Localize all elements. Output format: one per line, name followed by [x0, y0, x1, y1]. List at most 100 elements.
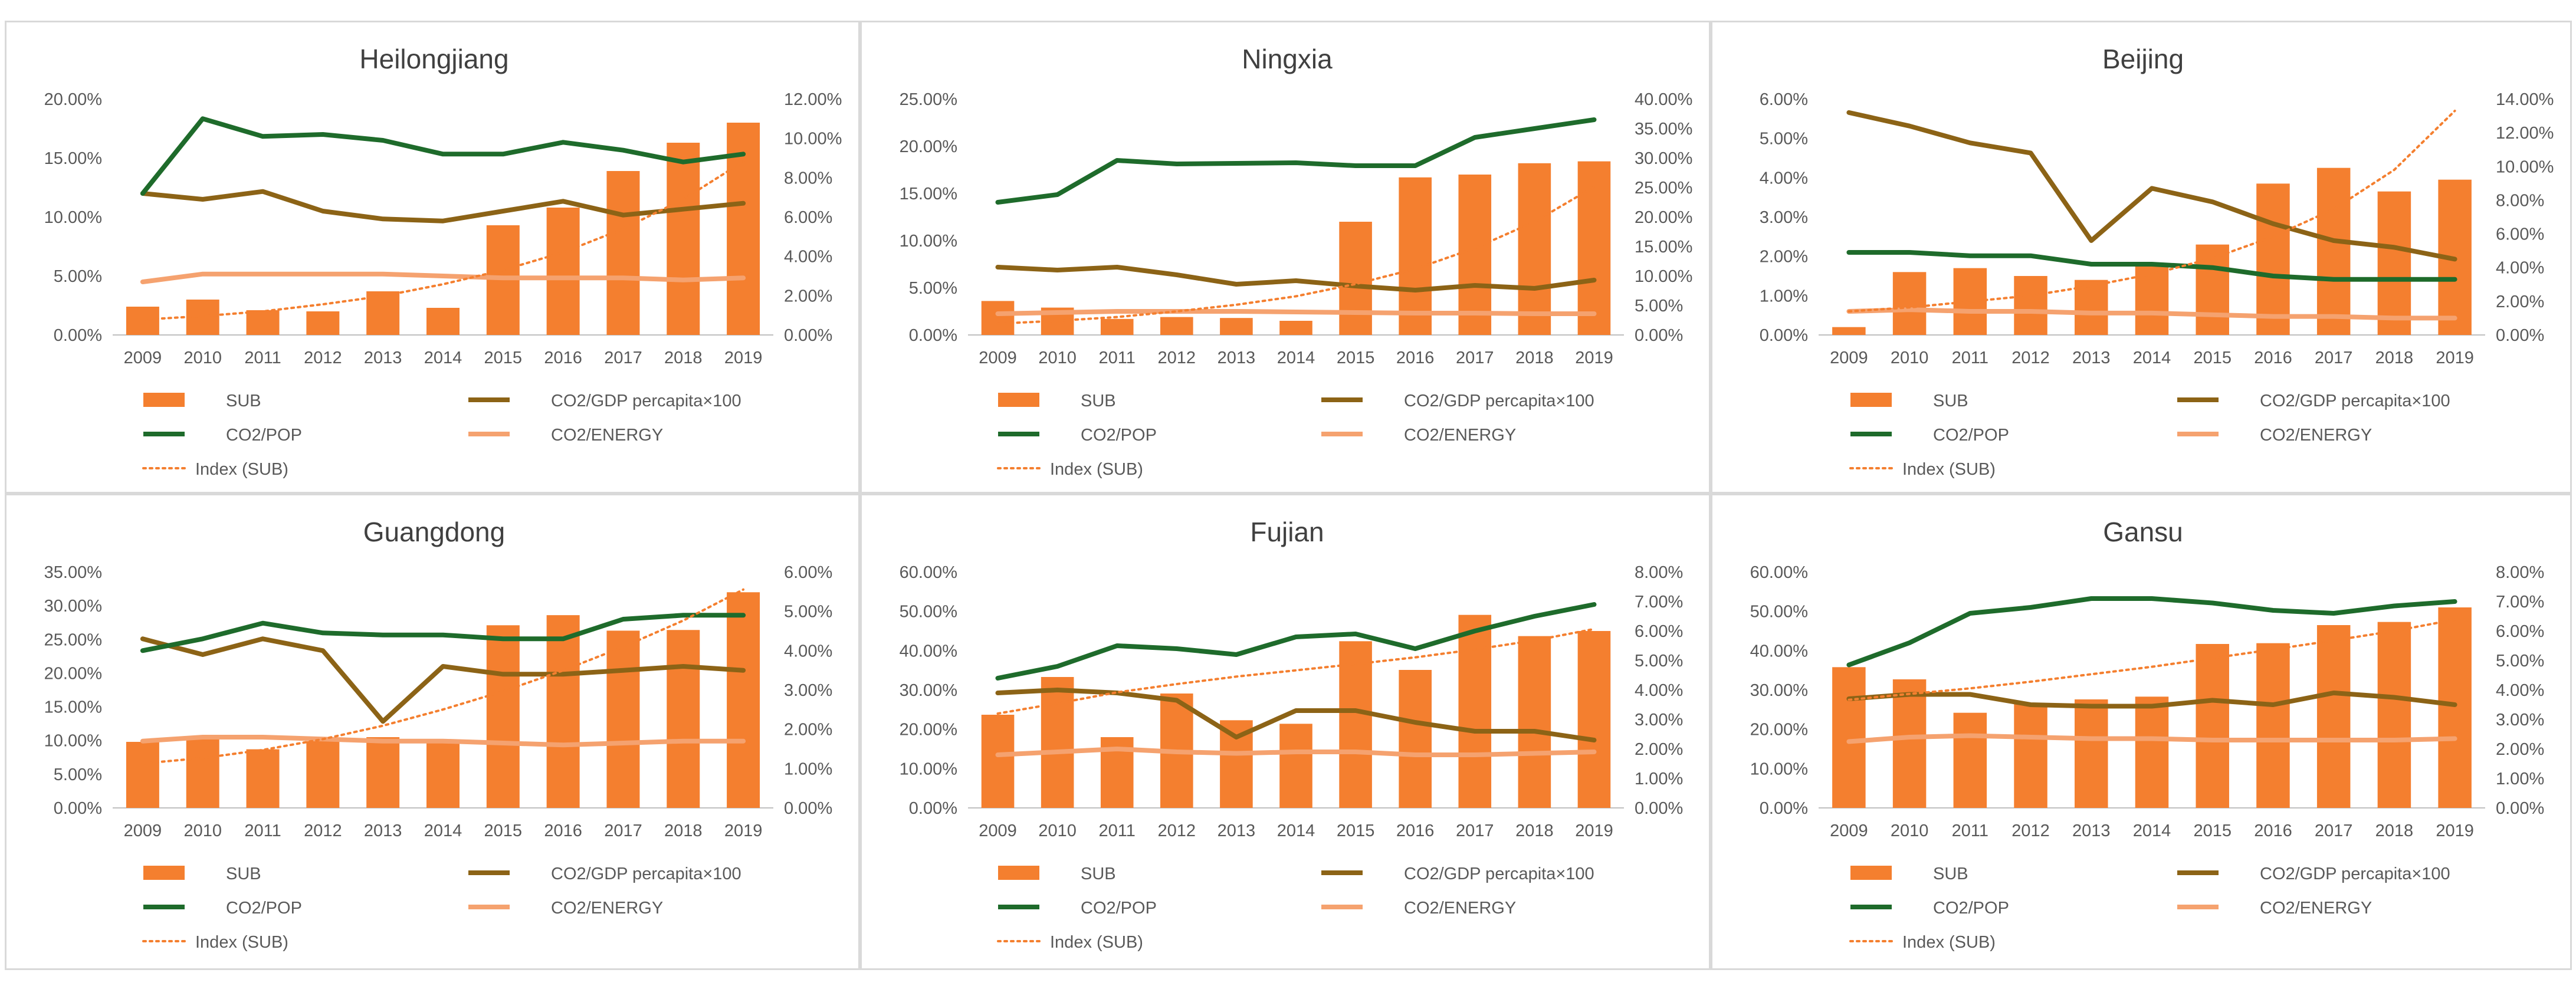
- line-index-sub-trend: [1847, 110, 2456, 313]
- bar-sub: [306, 311, 340, 335]
- left-tick-label: 5.00%: [54, 267, 102, 286]
- bar-sub: [2196, 644, 2229, 808]
- line-index-sub-trend: [996, 185, 1596, 325]
- bar-sub: [606, 630, 640, 808]
- left-tick-label: 35.00%: [44, 563, 102, 582]
- bar-sub: [1279, 321, 1312, 335]
- line-index-sub-trend: [996, 627, 1596, 715]
- chart-svg: Heilongjiang 0.00% 5.00% 10.00% 15.00% 20.00%…: [44, 44, 842, 479]
- line-index-sub-trend: [141, 160, 745, 321]
- bar-sub: [306, 741, 340, 808]
- left-tick-label: 0.00%: [54, 799, 102, 818]
- line-index-sub-trend: [1847, 618, 2456, 701]
- legend-index-sub: Index (SUB): [997, 460, 1143, 479]
- bar-sub: [2377, 622, 2411, 808]
- chart-title: Heilongjiang: [359, 44, 508, 74]
- chart-svg: Fujian 0.00% 10.00% 20.00% 30.00% 40.00% 50.00…: [900, 517, 1684, 952]
- right-tick-label: 2.00%: [2496, 740, 2544, 759]
- x-tick-label: 2018: [2375, 349, 2414, 367]
- bar-sub: [246, 749, 280, 808]
- right-tick-label: 5.00%: [1635, 297, 1683, 315]
- chart-svg: Ningxia 0.00% 5.00% 10.00% 15.00% 20.00% 25.00…: [900, 44, 1693, 479]
- bar-sub: [126, 307, 159, 335]
- bar-sub: [2014, 703, 2047, 808]
- legend-label: Index (SUB): [195, 933, 288, 952]
- x-tick-label: 2017: [604, 349, 642, 367]
- left-tick-label: 0.00%: [54, 326, 102, 345]
- legend-swatch: [143, 866, 185, 880]
- legend-co2-pop: CO2/POP: [998, 426, 1157, 445]
- bar-sub: [1160, 317, 1193, 335]
- x-tick-label: 2014: [1277, 821, 1315, 840]
- line-co2-gdp-percapita-100: [1846, 691, 2457, 709]
- x-tick-label: 2017: [2315, 349, 2353, 367]
- x-tick-label: 2010: [1891, 349, 1929, 367]
- right-tick-label: 15.00%: [1635, 238, 1692, 257]
- legend-label: Index (SUB): [195, 460, 288, 479]
- right-tick-label: 0.00%: [784, 326, 832, 345]
- bar-sub: [1399, 177, 1432, 335]
- legend-label: SUB: [1933, 392, 1968, 410]
- left-tick-label: 10.00%: [900, 760, 957, 778]
- line-co2-energy: [140, 735, 746, 748]
- line-co2-energy: [1846, 307, 2457, 321]
- bar-sub: [1100, 318, 1134, 335]
- left-tick-label: 60.00%: [1750, 563, 1808, 582]
- bar-sub: [2316, 167, 2351, 335]
- left-tick-label: 5.00%: [54, 765, 102, 784]
- legend-label: Index (SUB): [1902, 933, 1996, 952]
- chart-panel-ningxia: Ningxia 0.00% 5.00% 10.00% 15.00% 20.00% 25.00…: [860, 21, 1711, 494]
- x-tick-label: 2019: [1575, 821, 1613, 840]
- left-tick-label: 4.00%: [1760, 169, 1808, 188]
- legend-swatch: [143, 393, 185, 407]
- x-tick-label: 2014: [424, 349, 462, 367]
- right-tick-label: 1.00%: [1635, 770, 1683, 788]
- x-tick-label: 2019: [2436, 349, 2474, 367]
- x-tick-label: 2011: [1099, 349, 1136, 367]
- legend-label: CO2/ENERGY: [1404, 899, 1516, 918]
- x-tick-label: 2019: [1575, 349, 1613, 367]
- legend-label: SUB: [1081, 392, 1116, 410]
- x-tick-label: 2016: [1396, 349, 1435, 367]
- left-tick-label: 20.00%: [1750, 721, 1808, 740]
- left-tick-label: 15.00%: [900, 185, 957, 203]
- legend-co2-gdp: CO2/GDP percapita×100: [468, 392, 741, 410]
- legend-label: CO2/GDP percapita×100: [2260, 392, 2450, 410]
- x-tick-label: 2010: [1038, 821, 1077, 840]
- bar-sub: [1279, 724, 1312, 808]
- left-tick-label: 3.00%: [1760, 208, 1808, 227]
- chart-svg: Gansu 0.00% 10.00% 20.00% 30.00% 40.00% 50.00%…: [1750, 517, 2545, 952]
- bar-sub: [981, 301, 1015, 335]
- bar-sub: [727, 592, 760, 808]
- bar-sub: [2438, 607, 2472, 808]
- right-tick-label: 10.00%: [784, 130, 842, 149]
- legend-label: CO2/GDP percapita×100: [551, 392, 741, 410]
- right-tick-label: 12.00%: [784, 90, 842, 109]
- left-tick-label: 60.00%: [900, 563, 957, 582]
- right-tick-label: 6.00%: [1635, 622, 1683, 641]
- x-tick-label: 2017: [604, 821, 642, 840]
- legend-label: SUB: [1081, 865, 1116, 883]
- x-tick-label: 2016: [2254, 821, 2292, 840]
- left-tick-label: 10.00%: [1750, 760, 1808, 778]
- x-tick-label: 2009: [979, 821, 1017, 840]
- left-tick-label: 40.00%: [900, 642, 957, 660]
- bar-sub: [1832, 327, 1866, 335]
- x-tick-label: 2013: [364, 821, 402, 840]
- bar-sub: [606, 171, 640, 335]
- right-tick-label: 2.00%: [1635, 740, 1683, 759]
- right-tick-label: 0.00%: [2496, 326, 2544, 345]
- chart-svg: Guangdong 0.00% 5.00% 10.00% 15.00% 20.00% 25.…: [44, 517, 833, 952]
- legend-label: CO2/GDP percapita×100: [551, 865, 741, 883]
- left-tick-label: 30.00%: [44, 597, 102, 616]
- right-tick-label: 6.00%: [2496, 622, 2544, 641]
- legend-label: CO2/GDP percapita×100: [1404, 392, 1594, 410]
- x-tick-label: 2018: [1515, 821, 1554, 840]
- line-co2-energy: [995, 309, 1597, 316]
- x-tick-label: 2018: [664, 821, 703, 840]
- bar-sub: [2256, 643, 2290, 808]
- legend-swatch: [998, 866, 1039, 880]
- legend-co2-energy: CO2/ENERGY: [1321, 426, 1516, 445]
- right-tick-label: 3.00%: [2496, 711, 2544, 729]
- bar-sub: [546, 615, 580, 808]
